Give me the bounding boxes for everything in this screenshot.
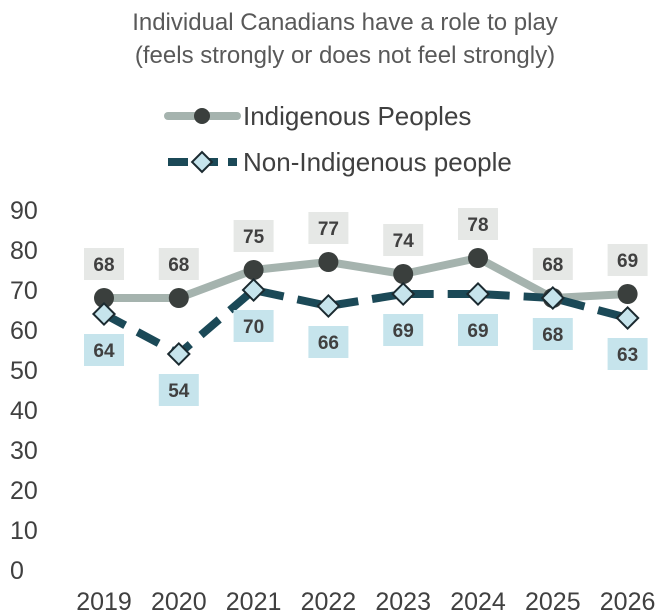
x-tick-label: 2019 — [76, 588, 132, 615]
data-label-indigenous-bg — [158, 248, 199, 280]
data-label-non-indigenous-bg — [607, 338, 648, 370]
series-line-indigenous — [100, 254, 632, 302]
data-point-indigenous — [468, 248, 488, 268]
x-tick-label: 2024 — [450, 588, 506, 615]
data-label-non-indigenous-bg — [84, 334, 124, 366]
data-label-non-indigenous: 66 — [318, 333, 339, 354]
data-point-indigenous — [318, 252, 339, 272]
data-label-non-indigenous-bg — [233, 310, 274, 342]
data-label-non-indigenous-bg — [458, 314, 498, 346]
data-label-indigenous: 68 — [93, 255, 114, 276]
data-point-indigenous — [617, 284, 638, 304]
data-point-non-indigenous — [391, 281, 416, 307]
data-label-indigenous-bg — [532, 248, 573, 280]
y-tick-label: 90 — [10, 197, 38, 225]
y-tick-label: 40 — [10, 397, 38, 425]
chart-title: Individual Canadians have a role to play — [132, 9, 558, 36]
data-label-indigenous: 68 — [168, 255, 189, 276]
data-point-non-indigenous — [166, 341, 191, 367]
data-label-non-indigenous: 54 — [168, 381, 190, 402]
data-label-indigenous: 78 — [467, 215, 488, 236]
data-label-indigenous: 75 — [243, 227, 265, 248]
data-label-indigenous-bg — [383, 224, 424, 256]
x-tick-label: 2025 — [525, 588, 581, 615]
y-tick-label: 60 — [10, 317, 38, 345]
x-tick-label: 2022 — [301, 588, 357, 615]
data-label-indigenous: 68 — [542, 255, 563, 276]
data-label-non-indigenous: 68 — [542, 325, 563, 346]
data-point-non-indigenous — [316, 293, 341, 319]
data-label-indigenous: 69 — [617, 251, 638, 272]
data-point-non-indigenous — [540, 285, 565, 311]
y-axis: 0 10 20 30 40 50 60 70 80 90 — [10, 197, 38, 585]
data-label-non-indigenous-bg — [308, 326, 349, 358]
y-tick-label: 30 — [10, 437, 38, 465]
series-line-non-indigenous — [102, 286, 629, 358]
x-axis: 2019 2020 2021 2022 2023 2024 2025 2026 — [76, 588, 655, 615]
data-point-non-indigenous — [615, 305, 640, 331]
x-tick-label: 2023 — [375, 588, 431, 615]
legend-item-non-indigenous: Non-Indigenous people — [168, 147, 512, 177]
data-label-non-indigenous-bg — [158, 374, 199, 406]
legend-marker-non-indigenous — [190, 150, 214, 174]
data-label-non-indigenous: 63 — [617, 345, 638, 366]
data-label-indigenous: 77 — [318, 219, 339, 240]
x-tick-label: 2020 — [151, 588, 207, 615]
y-tick-label: 0 — [10, 557, 24, 585]
y-tick-label: 80 — [10, 237, 38, 265]
data-label-indigenous-bg — [233, 220, 274, 252]
data-label-indigenous-bg — [607, 244, 648, 276]
data-label-non-indigenous: 70 — [243, 317, 264, 338]
data-label-indigenous-bg — [308, 212, 349, 244]
data-point-indigenous — [168, 288, 189, 308]
y-tick-label: 50 — [10, 357, 38, 385]
y-tick-label: 10 — [10, 517, 38, 545]
x-tick-label: 2021 — [226, 588, 282, 615]
legend-label-indigenous: Indigenous Peoples — [243, 101, 471, 131]
legend-item-indigenous: Indigenous Peoples — [164, 101, 471, 131]
data-point-indigenous — [94, 288, 114, 308]
data-label-non-indigenous: 64 — [93, 341, 115, 362]
data-label-indigenous: 74 — [393, 231, 415, 252]
data-label-indigenous-bg — [458, 208, 498, 240]
data-label-non-indigenous-bg — [383, 314, 424, 346]
data-point-non-indigenous — [465, 281, 491, 307]
y-tick-label: 70 — [10, 277, 38, 305]
chart-subtitle: (feels strongly or does not feel strongl… — [135, 42, 555, 69]
data-point-non-indigenous — [91, 301, 117, 327]
data-point-indigenous — [393, 264, 414, 284]
legend-label-non-indigenous: Non-Indigenous people — [243, 147, 512, 177]
legend: Indigenous Peoples Non-Indigenous people — [164, 101, 512, 177]
data-label-non-indigenous: 69 — [467, 321, 488, 342]
x-tick-label: 2026 — [600, 588, 656, 615]
data-label-non-indigenous-bg — [532, 318, 573, 350]
data-point-indigenous — [243, 260, 264, 280]
data-label-non-indigenous: 69 — [393, 321, 414, 342]
data-label-indigenous-bg — [84, 248, 124, 280]
legend-marker-indigenous — [194, 108, 210, 124]
y-tick-label: 20 — [10, 477, 38, 505]
plot-area: 68 68 75 77 74 78 68 69 64 54 70 66 69 69 68 63 — [84, 208, 648, 406]
data-point-non-indigenous — [241, 277, 266, 303]
